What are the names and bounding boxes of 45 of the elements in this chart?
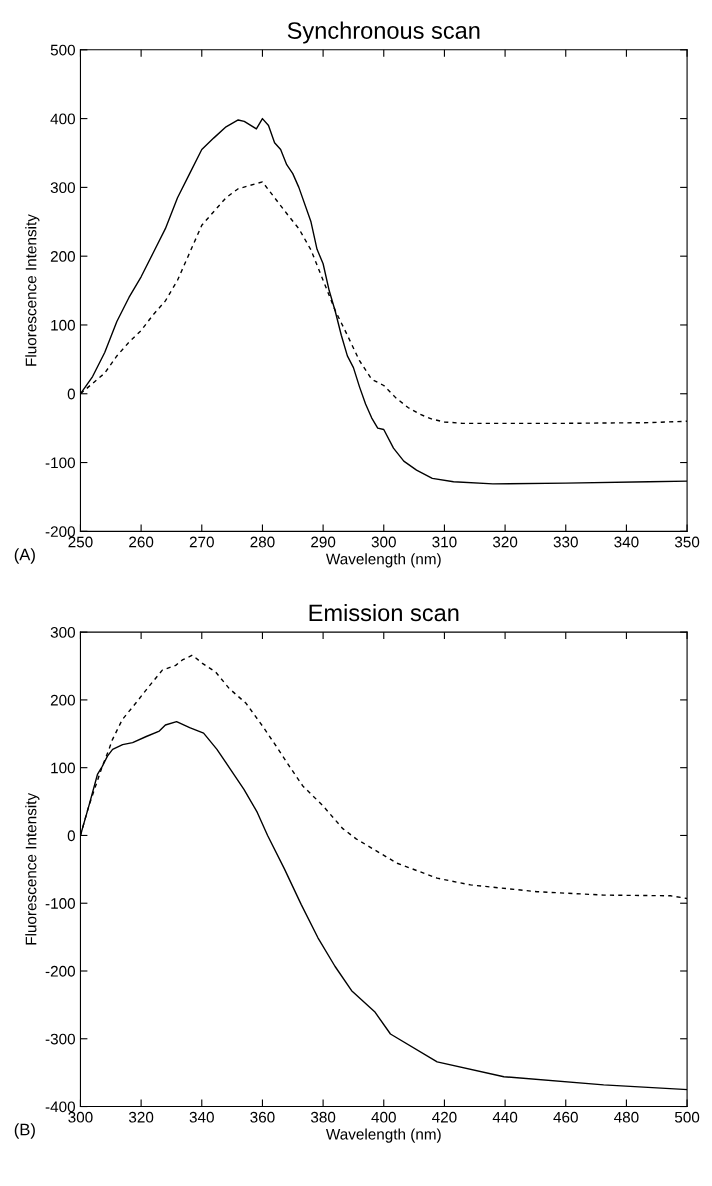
y-tick-label: -200 [45, 965, 75, 977]
y-tick-label: -200 [45, 526, 75, 538]
x-tick-label: 500 [674, 1111, 700, 1123]
chart-title: Emission scan [309, 603, 459, 622]
x-tick-label: 460 [553, 1111, 578, 1123]
y-tick-label: -300 [45, 1033, 75, 1045]
x-tick-label: 310 [432, 536, 457, 548]
y-axis-title: Fluorescence Intensity [25, 214, 40, 366]
text: (A) [14, 548, 35, 564]
x-tick-label: 440 [492, 1111, 518, 1123]
x-tick-label: 480 [614, 1111, 639, 1123]
x-tick-label: 250 [68, 536, 93, 548]
x-axis-title: Wavelength (nm) [325, 553, 441, 568]
chart-title: Synchronous scan [287, 21, 480, 44]
y-tick-label: -100 [45, 457, 75, 469]
y-tick-label: 200 [50, 694, 75, 706]
x-tick-label: 420 [432, 1111, 457, 1123]
x-tick-label: 340 [614, 536, 639, 548]
y-axis-title: Fluorescence Intensity [25, 792, 40, 945]
x-tick-label: 290 [311, 536, 336, 548]
y-tick-label: 100 [51, 319, 75, 331]
x-tick-label: 320 [492, 536, 518, 548]
x-tick-label: 360 [250, 1111, 275, 1123]
y-tick-label: 0 [67, 830, 75, 842]
y-tick-label: 100 [51, 762, 75, 774]
x-tick-label: 340 [189, 1111, 214, 1123]
y-tick-label: -100 [45, 898, 75, 909]
y-tick-label: 200 [50, 251, 75, 262]
y-tick-label: 300 [50, 627, 75, 638]
y-tick-label: 300 [50, 182, 75, 194]
y-tick-label: -400 [45, 1101, 75, 1113]
x-tick-label: 400 [371, 1111, 396, 1123]
x-tick-label: 280 [250, 536, 275, 548]
text: (B) [14, 1123, 35, 1139]
x-tick-label: 330 [553, 536, 578, 548]
x-tick-label: 300 [371, 536, 396, 548]
x-tick-label: 320 [128, 1111, 154, 1123]
y-tick-label: 0 [67, 388, 75, 400]
x-tick-label: 350 [674, 536, 700, 548]
y-tick-label: 500 [50, 44, 75, 56]
x-tick-label: 270 [189, 536, 214, 548]
x-tick-label: 380 [310, 1111, 336, 1123]
x-axis-title: Wavelength (nm) [325, 1128, 441, 1143]
y-tick-label: 400 [50, 113, 75, 125]
x-tick-label: 260 [129, 536, 154, 548]
